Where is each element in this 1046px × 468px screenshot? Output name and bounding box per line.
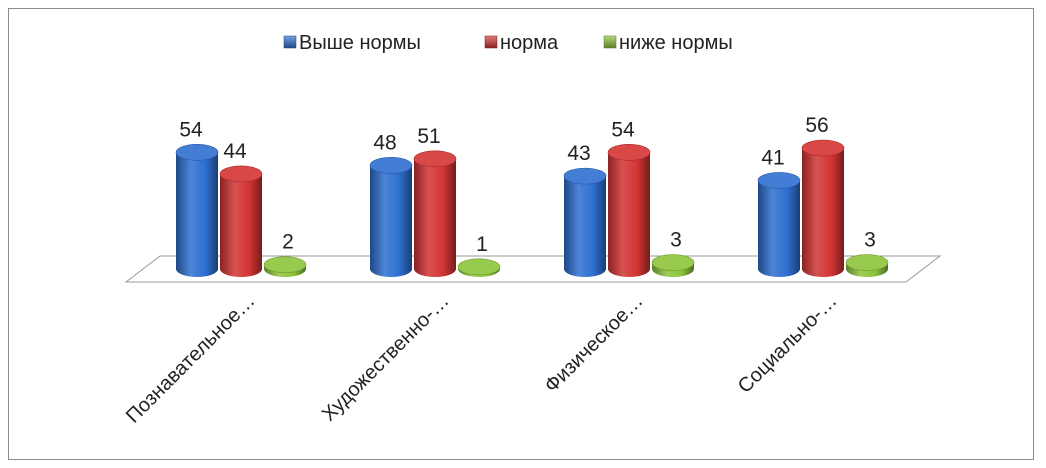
bar [219, 165, 263, 277]
category-label: Физическое… [540, 290, 647, 397]
category-labels: Познавательное… Художественно-… Физическое… [122, 290, 842, 428]
bar [757, 172, 801, 277]
bar [801, 139, 845, 277]
bar-top [413, 150, 457, 168]
legend-item: ниже нормы [603, 32, 733, 54]
bar-top [801, 139, 845, 157]
data-label: 44 [223, 140, 247, 163]
bar [369, 157, 413, 277]
bar-body [758, 180, 800, 277]
data-label: 3 [864, 229, 876, 252]
bar-body [608, 152, 650, 277]
data-label: 3 [670, 229, 682, 252]
legend-label: Выше нормы [299, 32, 421, 54]
bar-top [651, 254, 695, 271]
bar [175, 144, 219, 277]
bar [607, 144, 651, 277]
bar-top [757, 172, 801, 189]
category-label: Социально-… [734, 290, 842, 398]
bar [563, 167, 607, 277]
legend-item: Выше нормы [283, 32, 421, 54]
bar [651, 254, 695, 277]
bar-body [176, 152, 218, 277]
data-label: 41 [761, 146, 784, 169]
bar-top [563, 167, 607, 185]
bar-top [175, 144, 219, 161]
data-label: 48 [373, 131, 396, 154]
data-label: 51 [417, 125, 440, 148]
bar-body [414, 158, 456, 277]
legend: Выше нормы норма ниже нормы [283, 32, 733, 54]
category-label: Познавательное… [122, 290, 260, 428]
data-label: 43 [567, 142, 590, 165]
bar-body [220, 173, 262, 277]
legend-swatch [603, 35, 617, 49]
bars [175, 139, 889, 277]
bar-top [845, 254, 889, 271]
bar [263, 256, 307, 277]
bar [457, 258, 501, 277]
legend-label: норма [500, 32, 559, 54]
bar-body [802, 148, 844, 277]
data-label: 1 [476, 233, 488, 256]
data-label: 54 [611, 118, 635, 141]
value-labels: 54 44 2 48 51 1 43 54 3 41 56 3 [179, 114, 876, 256]
bar [413, 150, 457, 277]
bar-top [607, 144, 651, 161]
bar [845, 254, 889, 277]
legend-swatch [484, 35, 498, 49]
data-label: 54 [179, 118, 203, 141]
legend-swatch [283, 35, 297, 49]
legend-item: норма [484, 32, 559, 54]
bar-body [564, 176, 606, 277]
data-label: 56 [805, 114, 828, 137]
bar-top [457, 258, 501, 276]
legend-label: ниже нормы [619, 32, 733, 54]
bar-top [369, 157, 413, 174]
category-label: Художественно-… [318, 290, 454, 426]
bar-top [219, 165, 263, 183]
bar-top [263, 256, 307, 273]
data-label: 2 [282, 231, 294, 254]
bar-body [370, 165, 412, 277]
